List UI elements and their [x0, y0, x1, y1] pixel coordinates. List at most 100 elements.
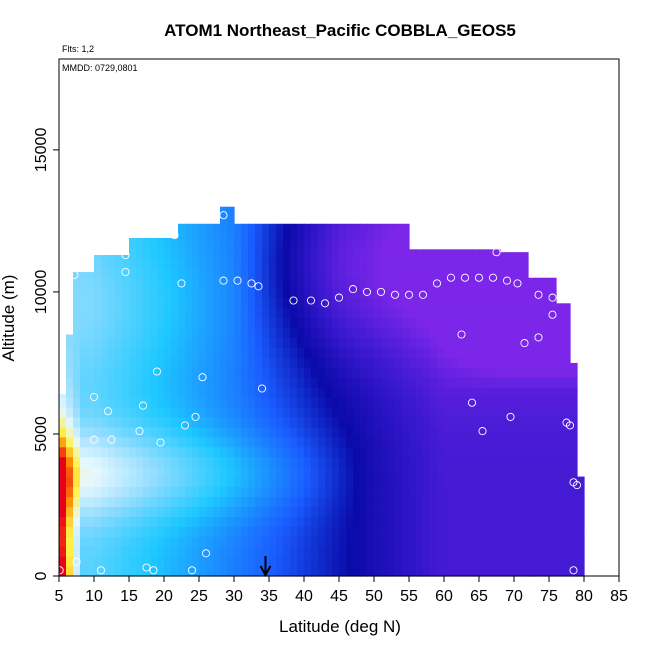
heatmap-cell: [465, 436, 473, 448]
heatmap-cell: [521, 466, 529, 478]
heatmap-cell: [528, 387, 536, 398]
heatmap-cell: [374, 506, 382, 517]
heatmap-cell: [255, 367, 263, 378]
heatmap-cell: [220, 307, 228, 319]
heatmap-cell: [549, 406, 557, 418]
heatmap-cell: [262, 317, 270, 329]
heatmap-cell: [437, 357, 445, 368]
heatmap-cell: [290, 247, 298, 259]
heatmap-cell: [430, 377, 438, 388]
heatmap-cell: [542, 277, 550, 289]
heatmap-cell: [500, 526, 508, 537]
heatmap-cell: [409, 347, 417, 358]
y-tick-label: 10000: [33, 270, 50, 315]
heatmap-cell: [451, 426, 459, 438]
heatmap-cell: [276, 566, 284, 577]
heatmap-cell: [255, 526, 263, 537]
heatmap-cell: [535, 516, 543, 527]
heatmap-cell: [192, 546, 200, 557]
heatmap-cell: [59, 466, 67, 478]
heatmap-cell: [129, 357, 137, 368]
heatmap-cell: [493, 506, 501, 517]
heatmap-cell: [255, 257, 263, 269]
heatmap-cell: [521, 526, 529, 537]
heatmap-cell: [549, 307, 557, 319]
heatmap-cell: [451, 249, 459, 259]
heatmap-cell: [143, 287, 151, 299]
flight-sample-point: [348, 285, 358, 294]
flight-sample-point: [513, 279, 522, 288]
heatmap-cell: [514, 337, 522, 348]
heatmap-cell: [479, 257, 487, 269]
heatmap-cell: [192, 556, 200, 567]
heatmap-cell: [339, 566, 347, 577]
heatmap-cell: [66, 347, 74, 358]
heatmap-cell: [381, 367, 389, 378]
heatmap-cell: [171, 546, 179, 557]
heatmap-cell: [486, 416, 494, 428]
heatmap-cell: [311, 536, 319, 547]
heatmap-cell: [346, 237, 354, 249]
heatmap-cell: [451, 267, 459, 279]
heatmap-cell: [360, 456, 368, 468]
heatmap-cell: [402, 416, 410, 428]
heatmap-cell: [339, 406, 347, 418]
heatmap-cell: [171, 337, 179, 348]
heatmap-cell: [59, 546, 67, 557]
heatmap-cell: [213, 506, 221, 517]
heatmap-cell: [423, 249, 431, 259]
heatmap-cell: [346, 466, 354, 478]
heatmap-cell: [570, 387, 578, 398]
heatmap-cell: [346, 526, 354, 537]
heatmap-cell: [437, 496, 445, 507]
heatmap-cell: [129, 446, 137, 458]
heatmap-cell: [59, 426, 67, 438]
heatmap-cell: [290, 307, 298, 319]
heatmap-cell: [213, 357, 221, 368]
heatmap-cell: [346, 228, 354, 239]
heatmap-cell: [94, 327, 102, 338]
heatmap-cell: [367, 297, 375, 309]
heatmap-cell: [437, 446, 445, 458]
heatmap-cell: [108, 387, 116, 398]
heatmap-cell: [465, 476, 473, 488]
heatmap-cell: [241, 377, 249, 388]
heatmap-cell: [192, 436, 200, 448]
heatmap-cell: [360, 476, 368, 488]
heatmap-cell: [234, 367, 242, 378]
heatmap-cell: [164, 337, 172, 348]
flight-sample-point: [121, 250, 130, 260]
heatmap-cell: [507, 397, 515, 408]
heatmap-cell: [374, 317, 382, 329]
heatmap-cell: [563, 307, 571, 319]
heatmap-cell: [199, 277, 207, 289]
heatmap-cell: [185, 496, 193, 507]
heatmap-cell: [339, 506, 347, 517]
heatmap-cell: [241, 406, 249, 418]
heatmap-cell: [143, 556, 151, 567]
heatmap-cell: [521, 257, 529, 269]
heatmap-cell: [472, 506, 480, 517]
heatmap-cell: [87, 536, 95, 547]
heatmap-cell: [451, 476, 459, 488]
heatmap-cell: [486, 297, 494, 309]
y-tick-label: 5000: [33, 416, 50, 452]
heatmap-cell: [493, 466, 501, 478]
heatmap-cell: [528, 556, 536, 567]
heatmap-cell: [108, 367, 116, 378]
flight-sample-point: [107, 435, 116, 444]
heatmap-cell: [332, 297, 340, 309]
heatmap-cell: [521, 416, 529, 428]
heatmap-cell: [241, 267, 249, 279]
heatmap-cell: [290, 416, 298, 428]
heatmap-cell: [248, 526, 256, 537]
heatmap-cell: [129, 247, 137, 259]
heatmap-cell: [542, 367, 550, 378]
heatmap-cell: [374, 228, 382, 239]
heatmap-cell: [241, 223, 249, 229]
heatmap-cell: [122, 347, 130, 358]
heatmap-cell: [143, 516, 151, 527]
heatmap-cell: [73, 327, 81, 338]
heatmap-cell: [388, 257, 396, 269]
flight-sample-points: [55, 211, 582, 575]
